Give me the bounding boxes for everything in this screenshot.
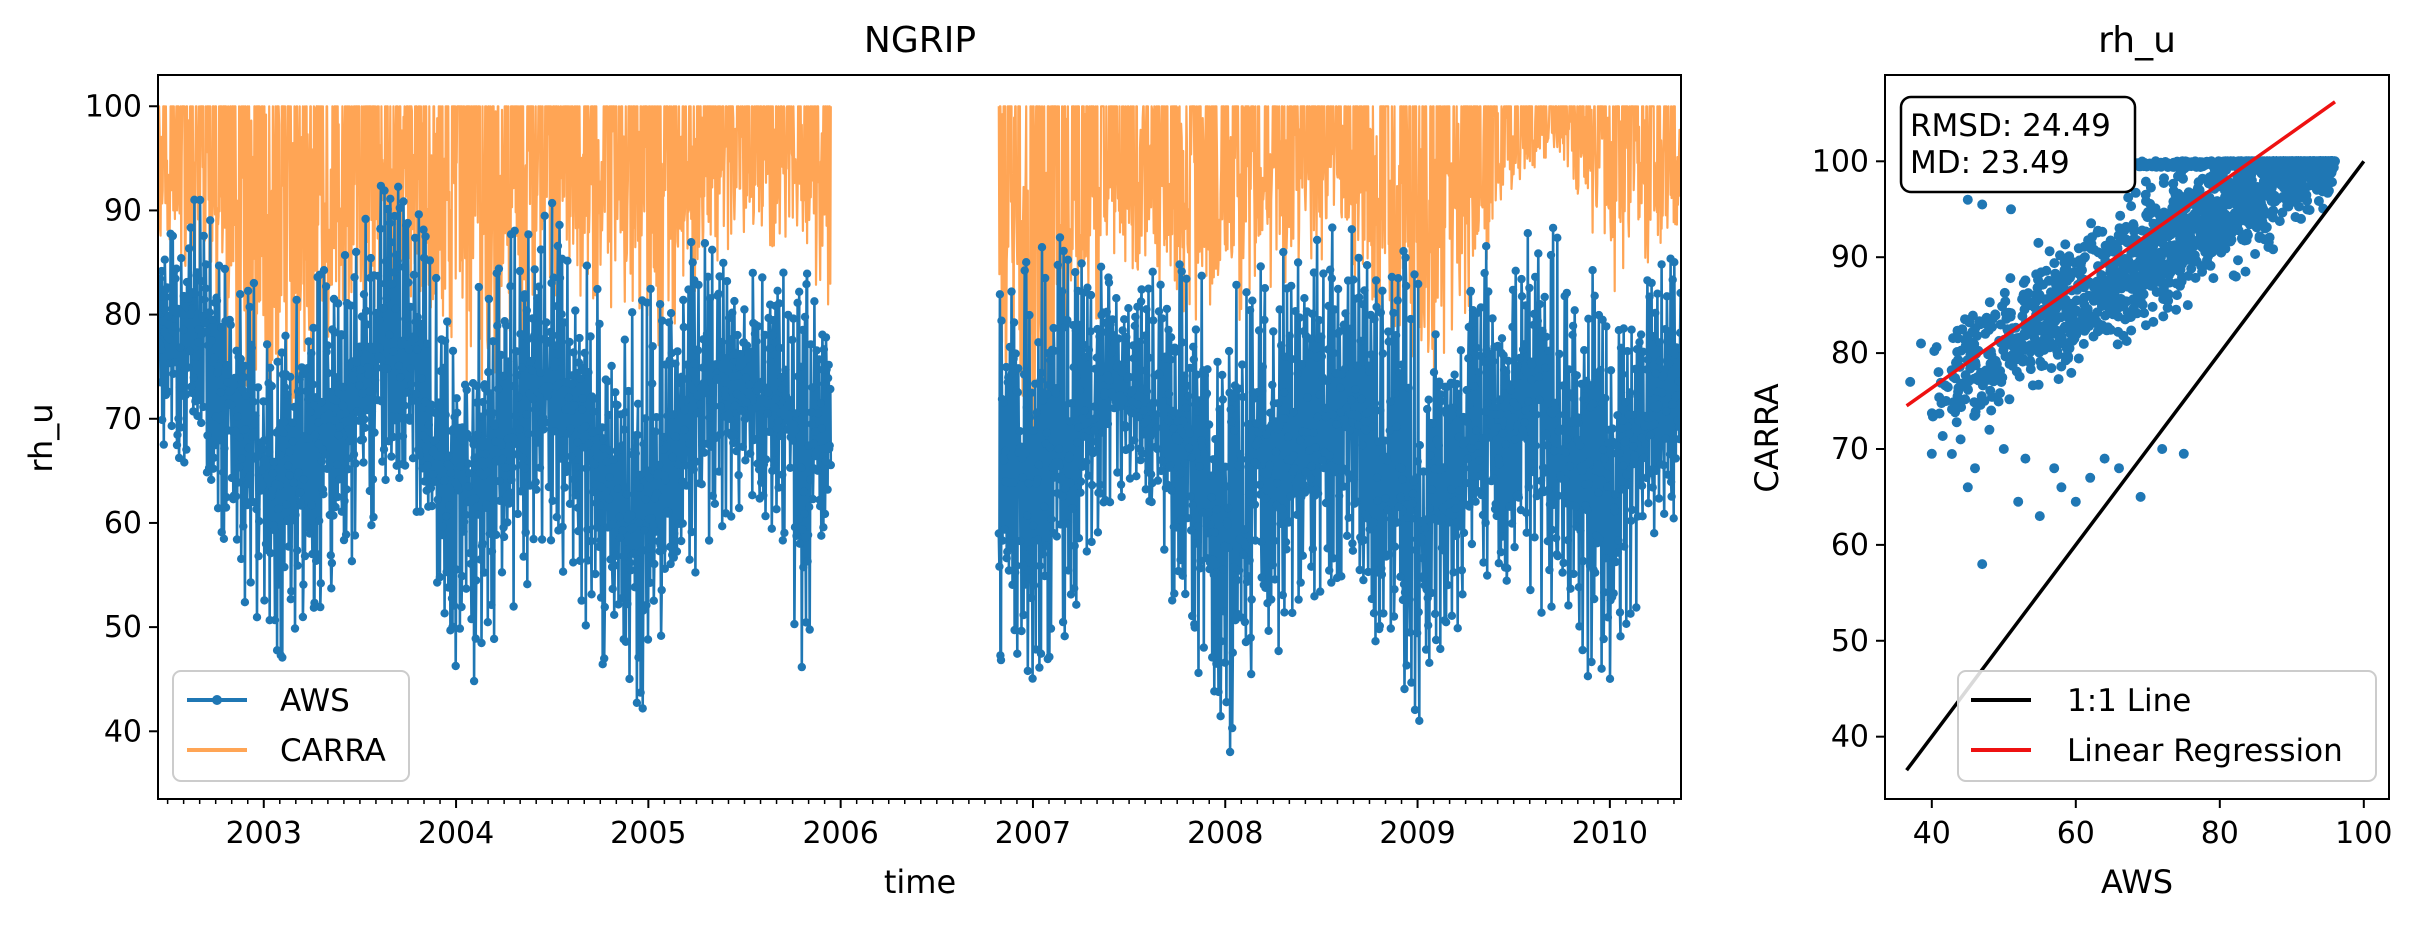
x-tick-label: 2010 bbox=[1572, 816, 1648, 851]
scatter-points bbox=[1905, 156, 2340, 570]
scatter-x-tick-label: 60 bbox=[2057, 816, 2095, 851]
y-tick-label: 40 bbox=[104, 714, 142, 749]
legend-regression-label: Linear Regression bbox=[2067, 733, 2343, 769]
x-tick-label: 2007 bbox=[995, 816, 1071, 851]
scatter-axes-frame bbox=[1884, 74, 2390, 800]
x-tick-label: 2003 bbox=[226, 816, 302, 851]
time-series-y-ticks: 40 50 60 70 80 90 100 bbox=[85, 89, 158, 749]
legend-identity-label: 1:1 Line bbox=[2067, 683, 2191, 719]
scatter-x-tick-label: 100 bbox=[2335, 816, 2392, 851]
scatter-y-ticks: 40 50 60 70 80 90 100 bbox=[1812, 144, 1885, 755]
time-series-legend: AWS CARRA bbox=[172, 670, 410, 782]
legend-aws-label: AWS bbox=[280, 683, 350, 719]
scatter-legend-box bbox=[1957, 670, 2377, 782]
y-tick-label: 60 bbox=[104, 506, 142, 541]
time-series-x-axis-label: time bbox=[884, 863, 956, 901]
x-tick-label: 2006 bbox=[802, 816, 878, 851]
y-tick-label: 70 bbox=[104, 402, 142, 437]
x-tick-label: 2009 bbox=[1379, 816, 1455, 851]
scatter-legend: 1:1 Line Linear Regression bbox=[1957, 670, 2377, 782]
scatter-x-tick-label: 80 bbox=[2201, 816, 2239, 851]
scatter-y-tick-label: 70 bbox=[1831, 432, 1869, 467]
stats-box-frame bbox=[1899, 95, 2137, 194]
scatter-y-tick-label: 50 bbox=[1831, 624, 1869, 659]
y-tick-label: 50 bbox=[104, 610, 142, 645]
time-series-y-axis-label: rh_u bbox=[22, 403, 60, 472]
stats-md: MD: 23.49 bbox=[1910, 145, 2070, 181]
identity-line bbox=[1905, 160, 2366, 772]
scatter-y-axis-label: CARRA bbox=[1748, 383, 1786, 492]
x-tick-label: 2004 bbox=[418, 816, 494, 851]
legend-carra-label: CARRA bbox=[280, 733, 386, 769]
scatter-y-tick-label: 100 bbox=[1812, 144, 1869, 179]
y-tick-label: 100 bbox=[85, 89, 142, 124]
y-tick-label: 80 bbox=[104, 298, 142, 333]
scatter-y-tick-label: 80 bbox=[1831, 336, 1869, 371]
scatter-y-tick-label: 40 bbox=[1831, 720, 1869, 755]
aws-series-line bbox=[158, 181, 1681, 757]
time-series-x-ticks: 2003 2004 2005 2006 2007 2008 2009 2010 bbox=[166, 799, 1675, 851]
scatter-panel: rh_u 40 50 60 70 80 90 100 40 60 80 100 AWS CARRA… bbox=[1748, 20, 2392, 901]
y-tick-label: 90 bbox=[104, 193, 142, 228]
scatter-title: rh_u bbox=[2098, 20, 2176, 61]
regression-line bbox=[1905, 100, 2337, 408]
scatter-x-ticks: 40 60 80 100 bbox=[1913, 799, 2392, 851]
scatter-x-tick-label: 40 bbox=[1913, 816, 1951, 851]
stats-box: RMSD: 24.49 MD: 23.49 bbox=[1899, 95, 2137, 194]
scatter-x-axis-label: AWS bbox=[2101, 863, 2173, 901]
x-tick-label: 2008 bbox=[1187, 816, 1263, 851]
aws-markers bbox=[158, 181, 1681, 757]
scatter-y-tick-label: 60 bbox=[1831, 528, 1869, 563]
x-tick-label: 2005 bbox=[610, 816, 686, 851]
time-series-title: NGRIP bbox=[864, 20, 976, 61]
legend-aws-marker bbox=[212, 695, 222, 705]
time-series-axes-frame bbox=[157, 74, 1682, 800]
carra-line-path bbox=[158, 105, 1681, 522]
carra-series-line bbox=[158, 105, 1681, 522]
scatter-dots bbox=[1905, 156, 2340, 570]
stats-rmsd: RMSD: 24.49 bbox=[1910, 108, 2111, 144]
scatter-y-tick-label: 90 bbox=[1831, 240, 1869, 275]
